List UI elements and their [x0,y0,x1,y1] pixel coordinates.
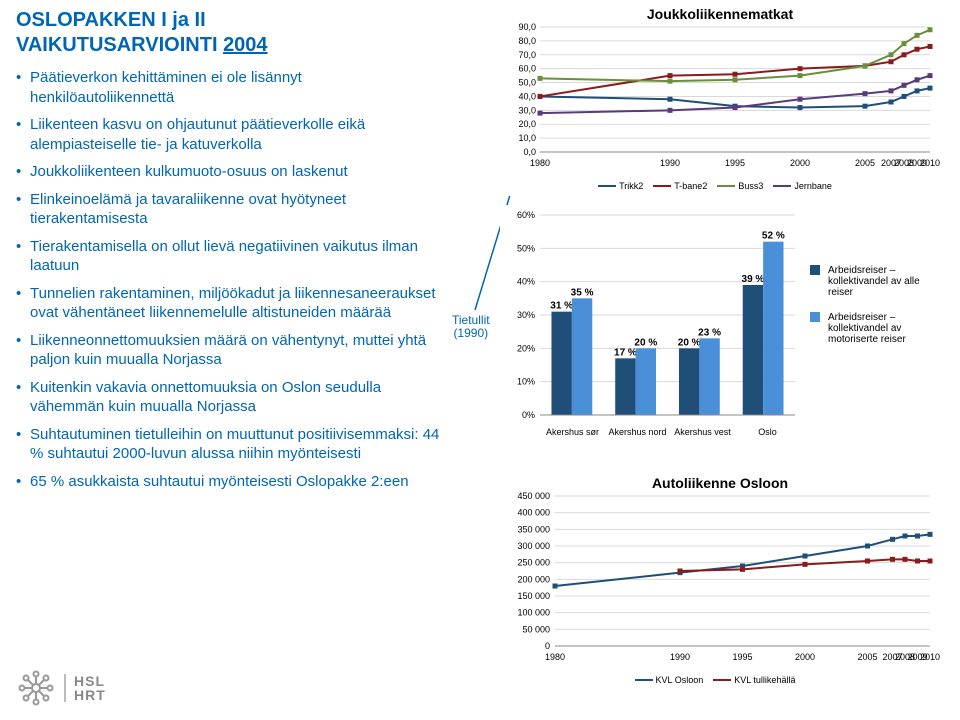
svg-text:70,0: 70,0 [518,50,536,60]
slide-title: OSLOPAKKEN I ja II VAIKUTUSARVIOINTI 200… [16,8,446,58]
tietullit-line2: (1990) [453,326,488,340]
bullet-item: Liikenneonnettomuuksien määrä on vähenty… [16,331,446,370]
logo-icon [16,668,56,708]
chart1-title: Joukkoliikennematkat [500,6,940,22]
tietullit-annotation: Tietullit (1990) [452,314,490,340]
svg-text:10,0: 10,0 [518,133,536,143]
chart1-legend: Trikk2T-bane2Buss3Jernbane [500,179,940,191]
svg-text:30%: 30% [517,310,535,320]
svg-text:60%: 60% [517,210,535,220]
svg-text:20%: 20% [517,343,535,353]
svg-text:2000: 2000 [790,158,810,168]
svg-text:150 000: 150 000 [517,591,550,601]
svg-text:40,0: 40,0 [518,91,536,101]
svg-text:35 %: 35 % [571,287,594,298]
svg-text:52 %: 52 % [762,231,785,242]
bullet-item: Elinkeinoelämä ja tavaraliikenne ovat hy… [16,190,446,229]
svg-text:350 000: 350 000 [517,524,550,534]
svg-text:20 %: 20 % [678,337,701,348]
chart2-legend: Arbeidsreiser – kollektivandel av alle r… [810,265,940,359]
chart3-plot: 0 50 000 100 000 150 000 200 000 250 000 300 0… [500,491,940,666]
svg-text:300 000: 300 000 [517,541,550,551]
svg-text:1995: 1995 [732,652,752,662]
svg-text:40%: 40% [517,277,535,287]
chart2-categories: Akershus sørAkershus nordAkershus vestOs… [540,427,800,437]
svg-text:250 000: 250 000 [517,558,550,568]
svg-text:50%: 50% [517,243,535,253]
svg-text:10%: 10% [517,377,535,387]
svg-text:39 %: 39 % [742,274,765,285]
chart3-legend: KVL OsloonKVL tullikehällä [500,673,940,685]
svg-text:2005: 2005 [855,158,875,168]
chart-autoliikenne: Autoliikenne Osloon 0 50 000 100 000 150 00… [500,475,940,700]
svg-text:2010: 2010 [920,158,940,168]
svg-text:50,0: 50,0 [518,78,536,88]
svg-text:31 %: 31 % [550,301,573,312]
svg-text:2005: 2005 [857,652,877,662]
svg-text:20,0: 20,0 [518,119,536,129]
chart2-plot: 0%10%20%30%40%50%60%31 %35 %17 %20 %20 %… [500,205,800,425]
bullet-item: 65 % asukkaista suhtautui myönteisesti O… [16,472,446,492]
svg-text:90,0: 90,0 [518,22,536,32]
svg-text:0: 0 [545,641,550,651]
title-line1: OSLOPAKKEN I ja II [16,9,206,31]
svg-text:1995: 1995 [725,158,745,168]
svg-text:400 000: 400 000 [517,508,550,518]
svg-text:0,0: 0,0 [523,147,536,157]
left-column: OSLOPAKKEN I ja II VAIKUTUSARVIOINTI 200… [16,8,446,499]
chart-jl-osuuden: 0%10%20%30%40%50%60%31 %35 %17 %20 %20 %… [500,205,940,465]
bullet-item: Päätieverkon kehittäminen ei ole lisänny… [16,68,446,107]
svg-text:1980: 1980 [530,158,550,168]
svg-text:100 000: 100 000 [517,608,550,618]
svg-text:2010: 2010 [920,652,940,662]
svg-text:1980: 1980 [545,652,565,662]
svg-text:450 000: 450 000 [517,491,550,501]
svg-text:1990: 1990 [670,652,690,662]
svg-text:60,0: 60,0 [518,64,536,74]
chart1-plot: 0,0 10,0 20,0 30,0 40,0 50,0 60,0 70,0 80,0 90,0 1… [500,22,940,172]
logo-text-hsl: HSL [74,674,106,688]
svg-text:20 %: 20 % [634,337,657,348]
svg-text:50 000: 50 000 [522,624,550,634]
chart3-title: Autoliikenne Osloon [500,475,940,491]
hsl-hrt-logo: HSL HRT [16,668,106,708]
bullet-list: Päätieverkon kehittäminen ei ole lisänny… [16,68,446,491]
svg-text:2000: 2000 [795,652,815,662]
bullet-item: Kuitenkin vakavia onnettomuuksia on Oslo… [16,378,446,417]
bullet-item: Tunnelien rakentaminen, miljöökadut ja l… [16,284,446,323]
bullet-item: Tierakentamisella on ollut lievä negatii… [16,237,446,276]
svg-text:80,0: 80,0 [518,36,536,46]
title-line2a: VAIKUTUSARVIOINTI [16,34,223,56]
svg-text:0%: 0% [522,410,535,420]
bullet-item: Joukkoliikenteen kulkumuoto-osuus on las… [16,162,446,182]
svg-text:23 %: 23 % [698,327,721,338]
logo-text-hrt: HRT [74,688,106,702]
bullet-item: Liikenteen kasvu on ohjautunut päätiever… [16,115,446,154]
chart-joukkoliikennematkat: Joukkoliikennematkat 0,0 10,0 20,0 30,0 40,0… [500,6,940,196]
svg-text:1990: 1990 [660,158,680,168]
svg-text:200 000: 200 000 [517,574,550,584]
svg-text:17 %: 17 % [614,347,637,358]
title-year: 2004 [223,34,268,56]
bullet-item: Suhtautuminen tietulleihin on muuttunut … [16,425,446,464]
tietullit-line1: Tietullit [452,313,490,327]
svg-text:30,0: 30,0 [518,105,536,115]
